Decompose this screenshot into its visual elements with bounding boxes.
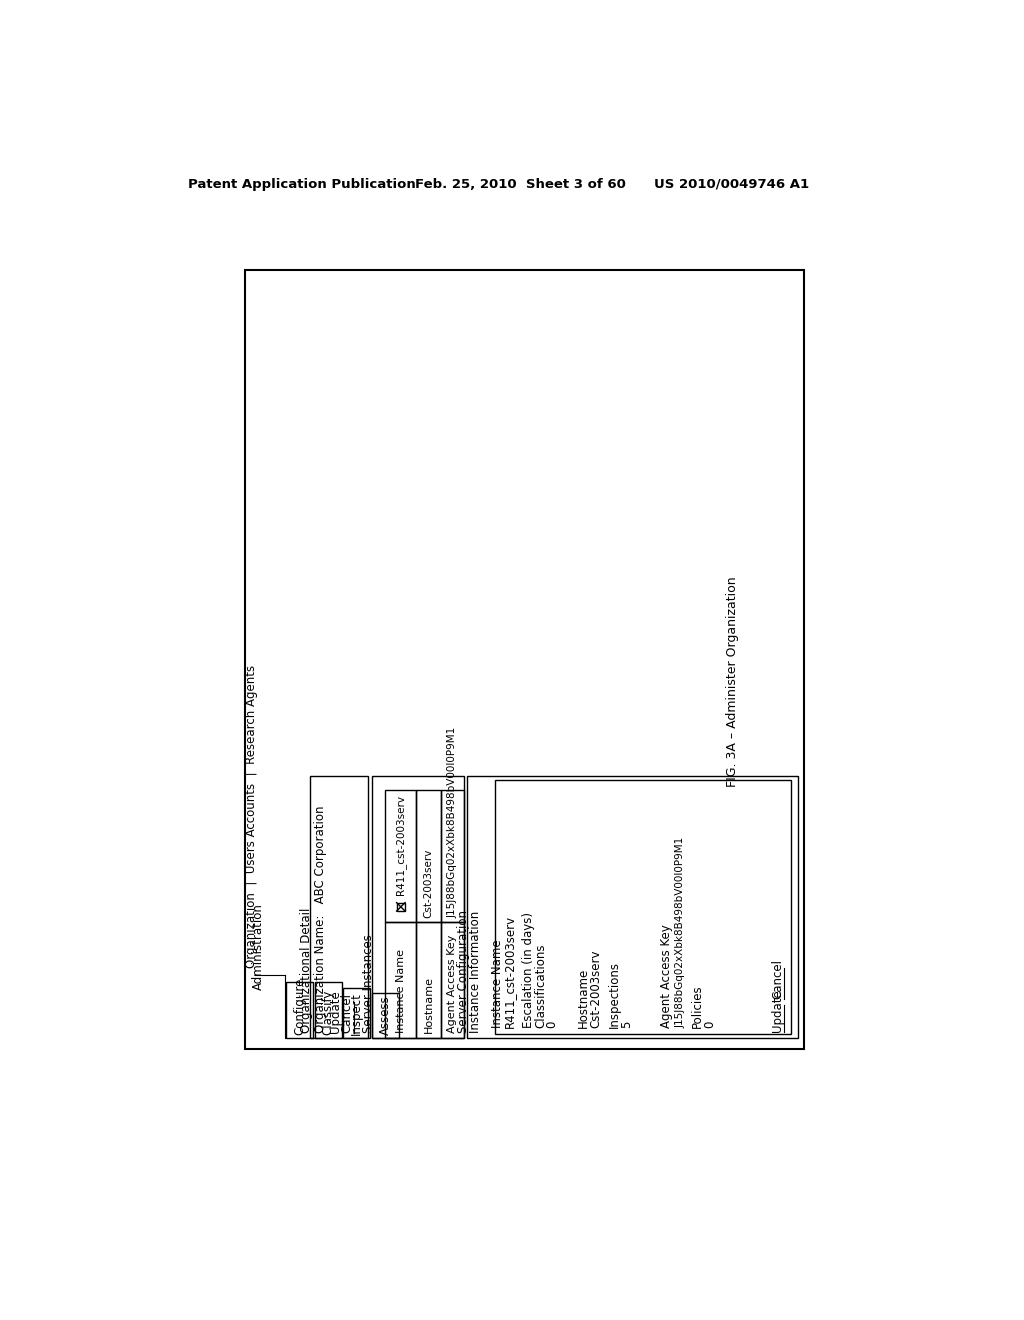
Text: Organization Name:   ABC Corporation: Organization Name: ABC Corporation — [314, 805, 327, 1034]
Bar — [495, 780, 792, 1034]
Text: Feb. 25, 2010  Sheet 3 of 60: Feb. 25, 2010 Sheet 3 of 60 — [416, 178, 627, 191]
Text: 0: 0 — [703, 1020, 716, 1028]
Text: Inspect: Inspect — [350, 991, 364, 1035]
Bar — [372, 993, 398, 1038]
Text: Instance Name: Instance Name — [492, 939, 504, 1028]
Text: Hostname: Hostname — [424, 975, 433, 1034]
Bar — [310, 776, 368, 1038]
Text: Patent Application Publication: Patent Application Publication — [188, 178, 416, 191]
Bar — [396, 903, 406, 911]
Text: Classifications: Classifications — [535, 944, 547, 1028]
Bar — [385, 789, 416, 923]
Text: R411_cst-2003serv: R411_cst-2003serv — [395, 795, 407, 895]
Text: Server Instances: Server Instances — [361, 935, 375, 1034]
Bar — [314, 982, 342, 1038]
Text: Configure: Configure — [293, 977, 306, 1035]
Bar — [416, 789, 441, 923]
Text: Agent Access Key: Agent Access Key — [659, 924, 673, 1028]
Text: J15J88bGq02xXbk8B498bV00I0P9M1: J15J88bGq02xXbk8B498bV00I0P9M1 — [675, 837, 685, 1028]
Text: Inspections: Inspections — [607, 961, 621, 1028]
Text: Server Configuration: Server Configuration — [457, 909, 470, 1034]
Bar — [286, 982, 313, 1038]
Text: Cancel: Cancel — [341, 993, 354, 1034]
Bar — [441, 923, 464, 1038]
Text: Instance Name: Instance Name — [396, 949, 406, 1034]
Text: Cst-2003serv: Cst-2003serv — [424, 849, 433, 917]
Text: Classify: Classify — [322, 989, 335, 1035]
Text: Policies: Policies — [690, 985, 703, 1028]
Text: Organizational Detail: Organizational Detail — [300, 908, 313, 1034]
Bar — [416, 923, 441, 1038]
Bar — [467, 776, 798, 1038]
Text: US 2010/0049746 A1: US 2010/0049746 A1 — [654, 178, 809, 191]
Bar — [385, 923, 416, 1038]
Text: Administration: Administration — [252, 903, 265, 990]
Text: Agent Access Key: Agent Access Key — [447, 935, 458, 1034]
Text: 5: 5 — [620, 1020, 633, 1028]
Text: Update: Update — [330, 990, 342, 1034]
Text: R411_cst-2003serv: R411_cst-2003serv — [504, 915, 516, 1028]
Bar — [441, 789, 464, 923]
Text: Cst-2003serv: Cst-2003serv — [589, 949, 602, 1028]
Text: Update: Update — [771, 989, 784, 1032]
Text: FIG. 3A – Administer Organization: FIG. 3A – Administer Organization — [726, 577, 739, 787]
Text: J15J88bGq02xXbk8B498bV00I0P9M1: J15J88bGq02xXbk8B498bV00I0P9M1 — [447, 726, 458, 917]
Text: Assess: Assess — [379, 995, 391, 1035]
Text: Instance Information: Instance Information — [469, 911, 482, 1034]
Text: Hostname: Hostname — [577, 968, 590, 1028]
Bar — [343, 987, 370, 1038]
Text: Organization  |  Users Accounts  |  Research Agents: Organization | Users Accounts | Research… — [245, 665, 258, 969]
Text: Cancel: Cancel — [771, 960, 784, 999]
Bar — [245, 271, 804, 1049]
Bar — [372, 776, 464, 1038]
Text: Escalation (in days): Escalation (in days) — [522, 912, 535, 1028]
Text: 0: 0 — [545, 1020, 558, 1028]
